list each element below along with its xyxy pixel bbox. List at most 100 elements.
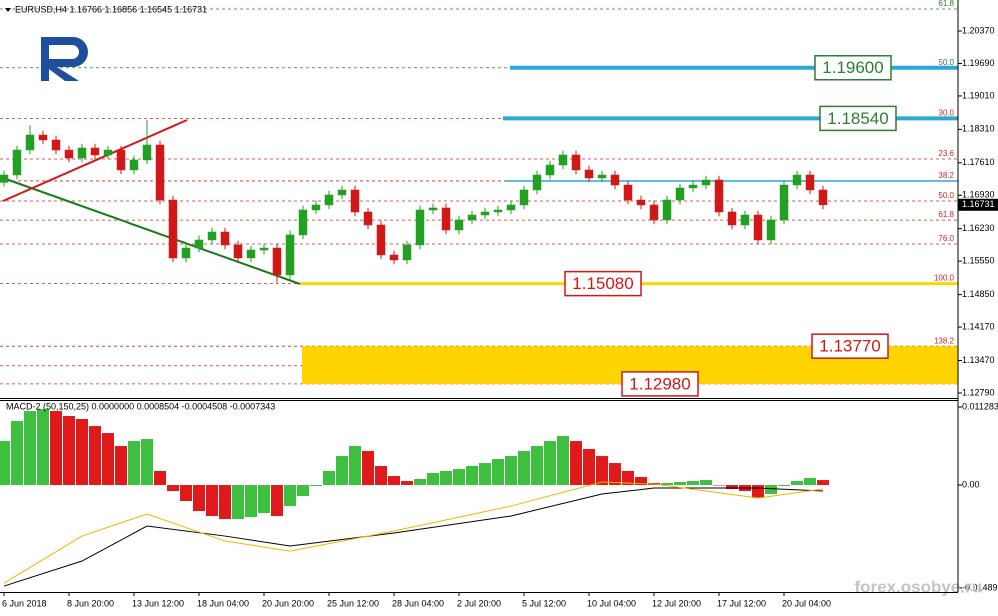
candle-body [25, 134, 35, 151]
candle-body [428, 207, 438, 211]
current-price-label: 1.16731 [962, 199, 995, 209]
candle-body [220, 231, 230, 246]
histogram-bar [323, 470, 335, 486]
histogram-bar [570, 441, 582, 486]
histogram-bar [596, 456, 608, 486]
x-tick-label: 20 Jun 20:00 [262, 598, 314, 608]
histogram-bar [674, 482, 686, 486]
histogram-bar [128, 441, 140, 486]
histogram-bar [206, 485, 218, 517]
fib-label: 50.0 [938, 191, 954, 200]
histogram-bar [0, 441, 10, 486]
y-tick-label: 1.14170 [962, 321, 995, 331]
price-label-box [621, 371, 699, 397]
y-tick-label: 1.16930 [962, 190, 995, 200]
candle-body [103, 149, 113, 156]
fib-label: 138.2 [934, 336, 955, 345]
histogram-bar [102, 433, 114, 486]
candle-body [519, 189, 529, 206]
histogram-bar [167, 485, 179, 492]
candle-body [285, 234, 295, 276]
histogram-bar [63, 416, 75, 486]
candle-body [714, 179, 724, 213]
histogram-bar [193, 485, 205, 512]
candle-body [64, 149, 74, 159]
y-tick-label: 1.19690 [962, 58, 995, 68]
symbol-menu-icon[interactable] [5, 8, 11, 12]
candle-body [701, 179, 711, 186]
candle-body [779, 184, 789, 221]
candle-body [194, 239, 204, 249]
candle-body [168, 199, 178, 259]
histogram-bar [609, 463, 621, 486]
y-tick-label: -0.014890 [962, 582, 998, 592]
candle-body [753, 214, 763, 241]
histogram-bar [557, 435, 569, 486]
histogram-bar [817, 480, 829, 486]
histogram-bar [232, 485, 244, 520]
histogram-bar [50, 411, 62, 486]
histogram-bar [154, 470, 166, 486]
candle-body [350, 189, 360, 213]
histogram-bar [11, 420, 23, 486]
logo [41, 37, 88, 81]
histogram-bar [141, 439, 153, 486]
candle-body [311, 204, 321, 211]
candle-body [259, 247, 269, 251]
histogram-bar [713, 485, 725, 486]
histogram-bar [115, 446, 127, 486]
fib-label: 50.0 [938, 58, 954, 67]
histogram-bar [726, 485, 738, 490]
candle-body [818, 189, 828, 206]
fib-label: 76.0 [938, 234, 954, 243]
histogram-bar [427, 472, 439, 486]
y-tick-label: 1.17610 [962, 157, 995, 167]
candle-body [77, 147, 87, 159]
histogram-bar [414, 479, 426, 486]
histogram-bar [791, 481, 803, 486]
x-tick-label: 28 Jun 04:00 [392, 598, 444, 608]
histogram-bar [349, 446, 361, 486]
candle-body [0, 174, 9, 183]
candle-body [38, 134, 48, 141]
candle-body [571, 154, 581, 171]
candle-body [298, 209, 308, 236]
candle-body [155, 144, 165, 201]
x-tick-label: 5 Jul 12:00 [522, 598, 566, 608]
histogram-bar [778, 485, 790, 486]
histogram-bar [271, 485, 283, 517]
candle-body [766, 219, 776, 241]
candle-body [675, 187, 685, 201]
signal-line [3, 487, 824, 587]
fib-label: 61.8 [938, 210, 954, 219]
price-label-box [814, 55, 892, 81]
candle-body [376, 224, 386, 256]
candle-body [597, 174, 607, 179]
candle-body [441, 207, 451, 231]
mark-layer: 1.20370 1.19690 1.19010 1.18310 1.17610 1.169… [0, 25, 998, 608]
histogram-bar [258, 485, 270, 514]
candle-body [233, 244, 243, 259]
histogram-bar [661, 483, 673, 486]
fib-label: 61.8 [938, 0, 954, 8]
x-tick-label: 12 Jul 20:00 [652, 598, 701, 608]
candle-body [129, 159, 139, 171]
candle-body [792, 174, 802, 186]
candle-body [688, 184, 698, 189]
candle-body [207, 231, 217, 241]
candle-body [116, 149, 126, 171]
histogram-bar [284, 485, 296, 507]
histogram-bar [89, 426, 101, 486]
histogram-bar [440, 470, 452, 486]
candle-body [636, 199, 646, 206]
candle-body [90, 147, 100, 156]
candle-body [272, 247, 282, 276]
candle-body [558, 154, 568, 166]
x-tick-label: 2 Jul 20:00 [457, 598, 501, 608]
histogram-bar [362, 451, 374, 486]
trend-line [2, 177, 301, 285]
y-tick-label: 1.12790 [962, 387, 995, 397]
watermark: forex.osobye.ru [854, 577, 982, 596]
